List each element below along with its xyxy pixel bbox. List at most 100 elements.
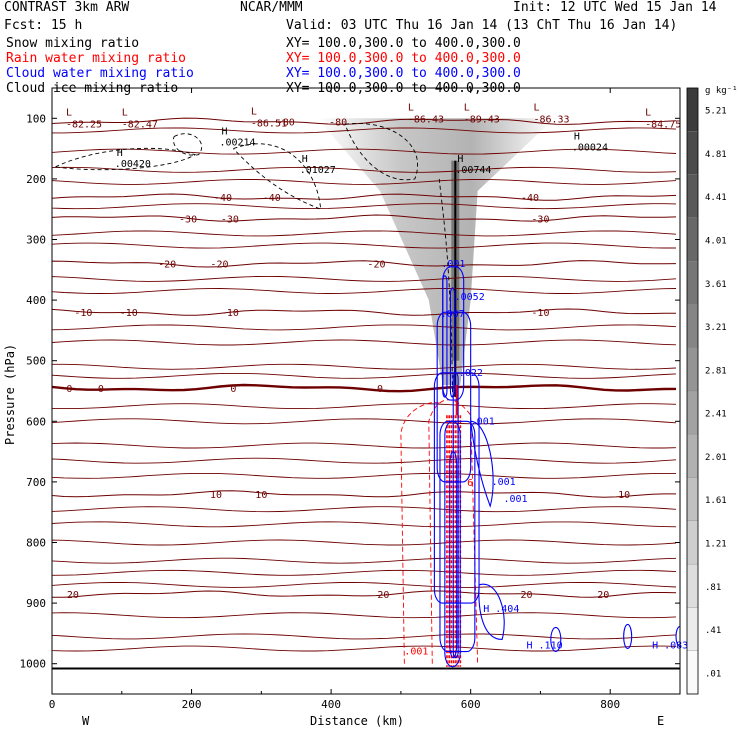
y-tick-label: 500 bbox=[26, 355, 46, 368]
colorbar-swatch bbox=[686, 390, 699, 435]
temperature-low-marker: L bbox=[122, 108, 128, 119]
isotherm-label: -40 bbox=[263, 193, 281, 204]
cloud-water-contour bbox=[444, 420, 461, 668]
temperature-low-value: -82.47 bbox=[122, 120, 158, 131]
ice-high-value: .00214 bbox=[219, 138, 255, 149]
isotherm-line bbox=[52, 117, 677, 125]
isotherm-label: 10 bbox=[210, 490, 222, 501]
y-tick-label: 700 bbox=[26, 476, 46, 489]
ice-high-marker: H bbox=[574, 131, 580, 142]
temperature-low-value: -86.43 bbox=[408, 115, 444, 126]
x-tick-label: 200 bbox=[182, 698, 202, 711]
isotherm-label: -30 bbox=[221, 214, 239, 225]
cloud-water-label: H .110 bbox=[526, 641, 562, 652]
cloud-ice-contour bbox=[172, 133, 203, 156]
isotherm-label: -20 bbox=[158, 260, 176, 271]
isotherm-label: -10 bbox=[531, 308, 549, 319]
rain-label: .001 bbox=[404, 647, 428, 658]
model-title: CONTRAST 3km ARW bbox=[4, 0, 130, 15]
isotherm-line bbox=[52, 214, 677, 222]
colorbar-unit: g kg⁻¹ bbox=[705, 86, 738, 96]
isotherm-label: -20 bbox=[210, 260, 228, 271]
temperature-low-value: -86.51 bbox=[251, 118, 287, 129]
temperature-low-marker: L bbox=[533, 103, 539, 114]
isotherm-line bbox=[52, 363, 677, 370]
isotherm-line bbox=[52, 275, 677, 282]
rain-contour bbox=[400, 402, 440, 664]
rain-contour bbox=[428, 399, 479, 664]
isotherm-label: 0 bbox=[66, 384, 72, 395]
x-endpoint-east: E bbox=[657, 714, 664, 728]
x-tick-label: 800 bbox=[600, 698, 620, 711]
temperature-low-value: -86.33 bbox=[533, 115, 569, 126]
isotherm-label: 10 bbox=[618, 490, 630, 501]
isotherm-line bbox=[52, 457, 677, 464]
isotherm-label: 10 bbox=[255, 490, 267, 501]
isotherm-line bbox=[52, 308, 676, 316]
colorbar-frame bbox=[686, 87, 699, 695]
isotherm-label: -80 bbox=[329, 117, 347, 128]
isotherm-line bbox=[52, 418, 677, 425]
cloud-water-contour bbox=[439, 420, 476, 653]
plot-frame bbox=[51, 87, 681, 695]
field-cloud-water-xy: XY= 100.0,300.0 to 400.0,300.0 bbox=[286, 66, 521, 81]
temperature-low-marker: L bbox=[66, 108, 72, 119]
isotherm-line bbox=[52, 569, 677, 576]
colorbar-label: 1.61 bbox=[705, 496, 727, 506]
ice-high-marker: H bbox=[302, 154, 308, 165]
rain-label: 6 bbox=[467, 478, 473, 489]
isotherm-line bbox=[52, 633, 677, 640]
isotherm-label: 20 bbox=[377, 590, 389, 601]
isotherm-label: 20 bbox=[520, 590, 532, 601]
isotherm-line bbox=[52, 230, 677, 237]
temperature-low-value: -82.25 bbox=[66, 120, 102, 131]
isotherm-label: -80 bbox=[277, 117, 295, 128]
y-tick-label: 400 bbox=[26, 294, 46, 307]
cloud-ice-contour bbox=[233, 143, 322, 210]
colorbar-label: .01 bbox=[705, 669, 721, 679]
y-axis-label: Pressure (hPa) bbox=[3, 344, 17, 445]
init-time: Init: 12 UTC Wed 15 Jan 14 bbox=[513, 0, 717, 15]
isotherm-line bbox=[52, 506, 677, 513]
cloud-water-label: .001 bbox=[471, 416, 495, 427]
ice-high-marker: H bbox=[457, 154, 463, 165]
cloud-water-contour bbox=[436, 311, 472, 483]
isotherm-label: -40 bbox=[214, 193, 232, 204]
temperature-low-marker: L bbox=[645, 108, 651, 119]
isotherm-line bbox=[52, 581, 677, 588]
isotherm-label: -30 bbox=[179, 214, 197, 225]
temperature-low-marker: L bbox=[408, 103, 414, 114]
x-endpoint-west: W bbox=[82, 714, 90, 728]
isotherm-line bbox=[52, 612, 677, 619]
colorbar-swatch bbox=[686, 650, 699, 695]
org-label: NCAR/MMM bbox=[240, 0, 303, 15]
ice-high-marker: H bbox=[221, 127, 227, 138]
isotherm-line bbox=[52, 288, 677, 294]
cloud-water-contour bbox=[452, 372, 459, 659]
temperature-low-marker: L bbox=[464, 103, 470, 114]
ice-high-value: .00420 bbox=[115, 159, 151, 170]
cloud-water-label: .022 bbox=[459, 368, 483, 379]
isotherm-label: 20 bbox=[67, 590, 79, 601]
cloud-water-label: .001 bbox=[492, 477, 516, 488]
isotherm-label: -10 bbox=[221, 308, 239, 319]
field-cloud-water-name: Cloud water mixing ratio bbox=[6, 66, 194, 81]
isotherm-label: 20 bbox=[597, 590, 609, 601]
field-snow-name: Snow mixing ratio bbox=[6, 36, 140, 51]
temperature-low-marker: L bbox=[251, 106, 257, 117]
colorbar-swatch bbox=[686, 87, 699, 132]
cloud-water-contour bbox=[470, 420, 494, 508]
colorbar-label: 5.21 bbox=[705, 107, 727, 117]
y-tick-label: 200 bbox=[26, 173, 46, 186]
colorbar-swatch bbox=[686, 174, 699, 219]
colorbar-label: 3.61 bbox=[705, 280, 727, 290]
ice-high-value: .00024 bbox=[572, 142, 608, 153]
isotherm-label: 0 bbox=[377, 384, 383, 395]
isotherm-line bbox=[52, 472, 676, 479]
x-tick-label: 600 bbox=[461, 698, 481, 711]
colorbar-label: .81 bbox=[705, 583, 721, 593]
field-snow-xy: XY= 100.0,300.0 to 400.0,300.0 bbox=[286, 36, 521, 51]
cloud-water-label: H .083 bbox=[652, 641, 688, 652]
ice-high-marker: H bbox=[117, 148, 123, 159]
